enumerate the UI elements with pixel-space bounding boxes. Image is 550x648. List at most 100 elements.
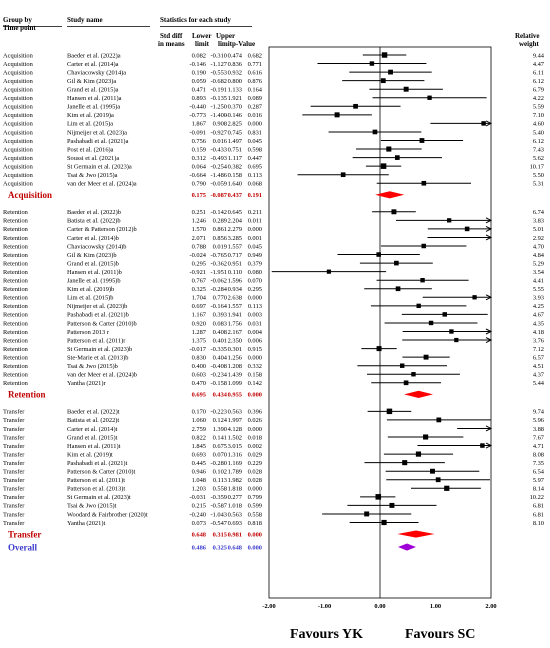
study-row-0-13-point bbox=[380, 163, 387, 169]
study-row-1-16-upper: 0.301 bbox=[228, 346, 242, 353]
study-row-1-10-timepoint: Retention bbox=[3, 295, 29, 302]
study-row-2-7-upper: 1.789 bbox=[228, 469, 242, 476]
study-row-1-12-timepoint: Retention bbox=[3, 312, 29, 319]
study-row-1-1-ci-arrow bbox=[485, 217, 493, 224]
study-row-0-8-timepoint: Acquisition bbox=[3, 121, 34, 128]
study-row-2-0-upper: 0.563 bbox=[228, 409, 242, 416]
study-row-1-4-timepoint: Retention bbox=[3, 243, 29, 250]
study-row-1-13-lower: 0.083 bbox=[213, 320, 227, 327]
study-row-2-5-pvalue: 0.029 bbox=[248, 451, 262, 458]
study-row-2-3-name: Grand et al. (2015)t bbox=[67, 434, 118, 441]
pooled-row-0-es: 0.175 bbox=[192, 192, 206, 199]
overall-row-diamond bbox=[398, 543, 416, 551]
study-row-0-1-upper: 0.836 bbox=[228, 61, 242, 68]
study-row-0-12-upper: 1.117 bbox=[228, 155, 243, 162]
study-row-2-9-upper: 1.818 bbox=[228, 486, 242, 493]
study-row-1-1-pvalue: 0.011 bbox=[248, 218, 262, 225]
pooled-row-2-diamond bbox=[397, 530, 435, 538]
study-row-0-3-timepoint: Acquisition bbox=[3, 78, 34, 85]
pooled-row-1-pvalue: 0.000 bbox=[248, 392, 262, 399]
study-row-2-1-es: 1.060 bbox=[192, 417, 206, 424]
header-group-by: Group by bbox=[3, 16, 32, 24]
pooled-row-1-lower: 0.434 bbox=[213, 392, 228, 399]
study-row-1-11-point bbox=[416, 303, 421, 309]
pooled-row-0-label: Acquisition bbox=[8, 190, 52, 200]
study-row-0-14-upper: 0.158 bbox=[228, 172, 242, 179]
study-row-0-9-es: -0.091 bbox=[189, 129, 206, 136]
study-row-2-10-pvalue: 0.799 bbox=[248, 494, 262, 501]
study-row-1-14-weight: 4.18 bbox=[533, 329, 544, 336]
study-row-2-0-es: 0.170 bbox=[192, 409, 206, 416]
study-row-0-2-lower: -0.553 bbox=[210, 69, 227, 76]
study-row-1-12-lower: 0.393 bbox=[213, 312, 227, 319]
study-row-2-4-timepoint: Transfer bbox=[3, 443, 25, 450]
study-row-0-7-lower: -1.400 bbox=[210, 112, 227, 119]
study-row-0-0-pvalue: 0.682 bbox=[248, 52, 262, 59]
study-row-2-1-name: Batista et al. (2022)t bbox=[67, 417, 119, 424]
header-pvalue: p-Value bbox=[232, 40, 256, 48]
study-row-2-1-pvalue: 0.026 bbox=[248, 417, 262, 424]
study-row-2-2-ci-arrow bbox=[485, 425, 493, 432]
study-row-1-15-es: 1.375 bbox=[192, 337, 206, 344]
study-row-0-10-point bbox=[419, 138, 425, 143]
study-row-2-12-lower: -1.043 bbox=[210, 511, 227, 518]
study-row-1-0-es: 0.251 bbox=[192, 209, 206, 216]
study-row-2-13-name: Yantha (2021)t bbox=[67, 520, 105, 527]
study-row-1-8-pvalue: 0.070 bbox=[248, 278, 262, 285]
study-row-0-5-point bbox=[427, 95, 432, 100]
study-row-2-2-name: Carter et al. (2014)t bbox=[67, 426, 118, 433]
study-row-0-6-upper: 0.370 bbox=[228, 104, 242, 111]
study-row-1-18-name: Tsai & Jwo (2015)b bbox=[67, 363, 118, 370]
study-row-0-5-name: Hansen et al. (2011)a bbox=[67, 95, 122, 102]
study-row-1-18-weight: 4.51 bbox=[533, 363, 544, 370]
study-row-2-10-timepoint: Transfer bbox=[3, 494, 25, 501]
study-row-1-5-name: Gil & Kim (2023)b bbox=[67, 252, 117, 259]
study-row-1-0-pvalue: 0.211 bbox=[248, 209, 262, 216]
study-row-1-20-timepoint: Retention bbox=[3, 380, 29, 387]
study-row-1-10-es: 1.704 bbox=[192, 295, 207, 302]
study-row-2-5-es: 0.693 bbox=[192, 451, 206, 458]
study-row-1-13-timepoint: Retention bbox=[3, 320, 29, 327]
study-row-1-6-point bbox=[394, 260, 399, 266]
study-row-2-1-upper: 1.997 bbox=[228, 417, 243, 424]
study-row-0-12-lower: -0.493 bbox=[210, 155, 227, 162]
study-row-2-9-timepoint: Transfer bbox=[3, 486, 25, 493]
study-row-1-8-upper: 1.596 bbox=[228, 278, 242, 285]
study-row-1-7-point bbox=[326, 269, 331, 274]
study-row-0-6-lower: -1.250 bbox=[210, 104, 227, 111]
study-row-2-7-lower: 0.102 bbox=[213, 469, 227, 476]
study-row-1-20-weight: 5.44 bbox=[533, 380, 545, 387]
study-row-1-11-timepoint: Retention bbox=[3, 303, 29, 310]
study-row-0-7-es: -0.773 bbox=[189, 112, 206, 119]
study-row-0-7-point bbox=[334, 112, 340, 118]
study-row-0-4-weight: 6.79 bbox=[533, 87, 544, 94]
study-row-1-4-upper: 1.557 bbox=[228, 243, 243, 250]
study-row-1-3-es: 2.071 bbox=[192, 235, 206, 242]
study-row-2-5-weight: 8.08 bbox=[533, 451, 544, 458]
study-row-1-10-point bbox=[472, 295, 477, 300]
study-row-0-5-timepoint: Acquisition bbox=[3, 95, 34, 102]
study-row-1-9-point bbox=[395, 286, 401, 292]
study-row-0-2-point bbox=[388, 69, 393, 75]
study-row-0-8-upper: 2.825 bbox=[228, 121, 242, 128]
study-row-0-11-lower: -0.433 bbox=[210, 146, 227, 153]
study-row-1-9-weight: 5.55 bbox=[533, 286, 544, 293]
study-row-2-2-weight: 3.88 bbox=[533, 426, 544, 433]
study-row-2-13-point bbox=[381, 519, 387, 526]
header-in-means: in means bbox=[158, 40, 185, 48]
study-row-1-15-upper: 2.350 bbox=[228, 337, 242, 344]
study-row-2-5-timepoint: Transfer bbox=[3, 451, 25, 458]
study-row-0-1-name: Carter et al. (2014)a bbox=[67, 61, 119, 68]
study-row-0-8-ci-arrow bbox=[485, 120, 493, 127]
study-row-0-14-pvalue: 0.113 bbox=[248, 172, 262, 179]
study-row-1-6-weight: 5.29 bbox=[533, 260, 544, 267]
study-row-2-2-timepoint: Transfer bbox=[3, 426, 25, 433]
study-row-1-1-upper: 2.204 bbox=[228, 218, 243, 225]
study-row-1-16-es: -0.017 bbox=[189, 346, 206, 353]
study-row-1-6-timepoint: Retention bbox=[3, 260, 29, 267]
study-row-0-12-es: 0.312 bbox=[192, 155, 206, 162]
study-row-1-16-point bbox=[376, 346, 382, 352]
study-row-0-3-pvalue: 0.876 bbox=[248, 78, 262, 85]
study-row-1-15-point bbox=[454, 337, 459, 343]
study-row-1-19-name: van der Meer et al. (2024)b bbox=[67, 372, 137, 379]
